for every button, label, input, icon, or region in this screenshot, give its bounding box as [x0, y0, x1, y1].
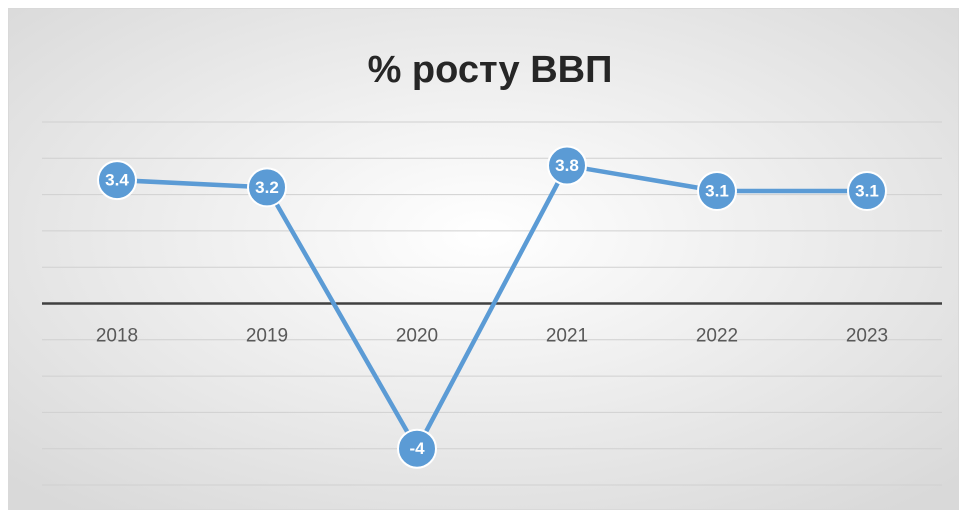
- point-marker: [397, 428, 437, 469]
- point-marker: [97, 160, 137, 201]
- x-tick-label: 2020: [396, 326, 438, 347]
- chart-title: % росту ВВП: [368, 49, 613, 91]
- data-label: 3.1: [855, 181, 879, 200]
- point-marker: [847, 170, 887, 211]
- series-line: [116, 163, 867, 451]
- chart-frame: [8, 8, 959, 510]
- point-marker: [547, 145, 587, 186]
- data-label: -4: [409, 439, 425, 458]
- x-tick-label: 2022: [696, 326, 738, 347]
- data-label: 3.2: [255, 178, 279, 197]
- x-tick-label: 2023: [846, 326, 888, 347]
- data-label: 3.4: [105, 171, 129, 190]
- data-label: 3.1: [705, 181, 729, 200]
- point-marker: [697, 170, 737, 211]
- data-label: 3.8: [555, 156, 579, 175]
- x-tick-label: 2018: [96, 326, 138, 347]
- x-tick-label: 2021: [546, 326, 588, 347]
- x-tick-label: 2019: [246, 326, 288, 347]
- point-marker: [247, 167, 287, 208]
